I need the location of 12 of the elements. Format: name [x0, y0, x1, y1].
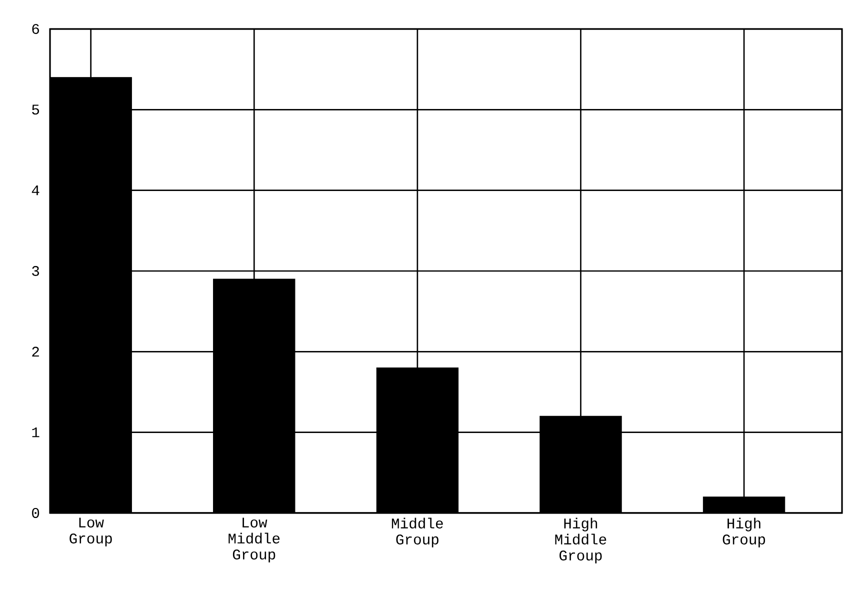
x-tick-label: Low Group	[70, 518, 112, 546]
y-tick-label: 0	[32, 508, 40, 518]
y-tick-label: 6	[32, 24, 40, 34]
x-tick-label: Low Middle Group	[228, 518, 280, 562]
y-tick-label: 1	[32, 427, 40, 438]
y-tick-label: 4	[32, 185, 40, 196]
y-tick-label: 3	[32, 266, 40, 276]
y-tick-label: 5	[32, 104, 40, 115]
x-tick-label: High Group	[722, 518, 766, 548]
x-tick-label: Middle Group	[392, 518, 443, 548]
y-tick-label: 2	[32, 346, 39, 357]
x-tick-label: High Middle Group	[555, 518, 606, 564]
